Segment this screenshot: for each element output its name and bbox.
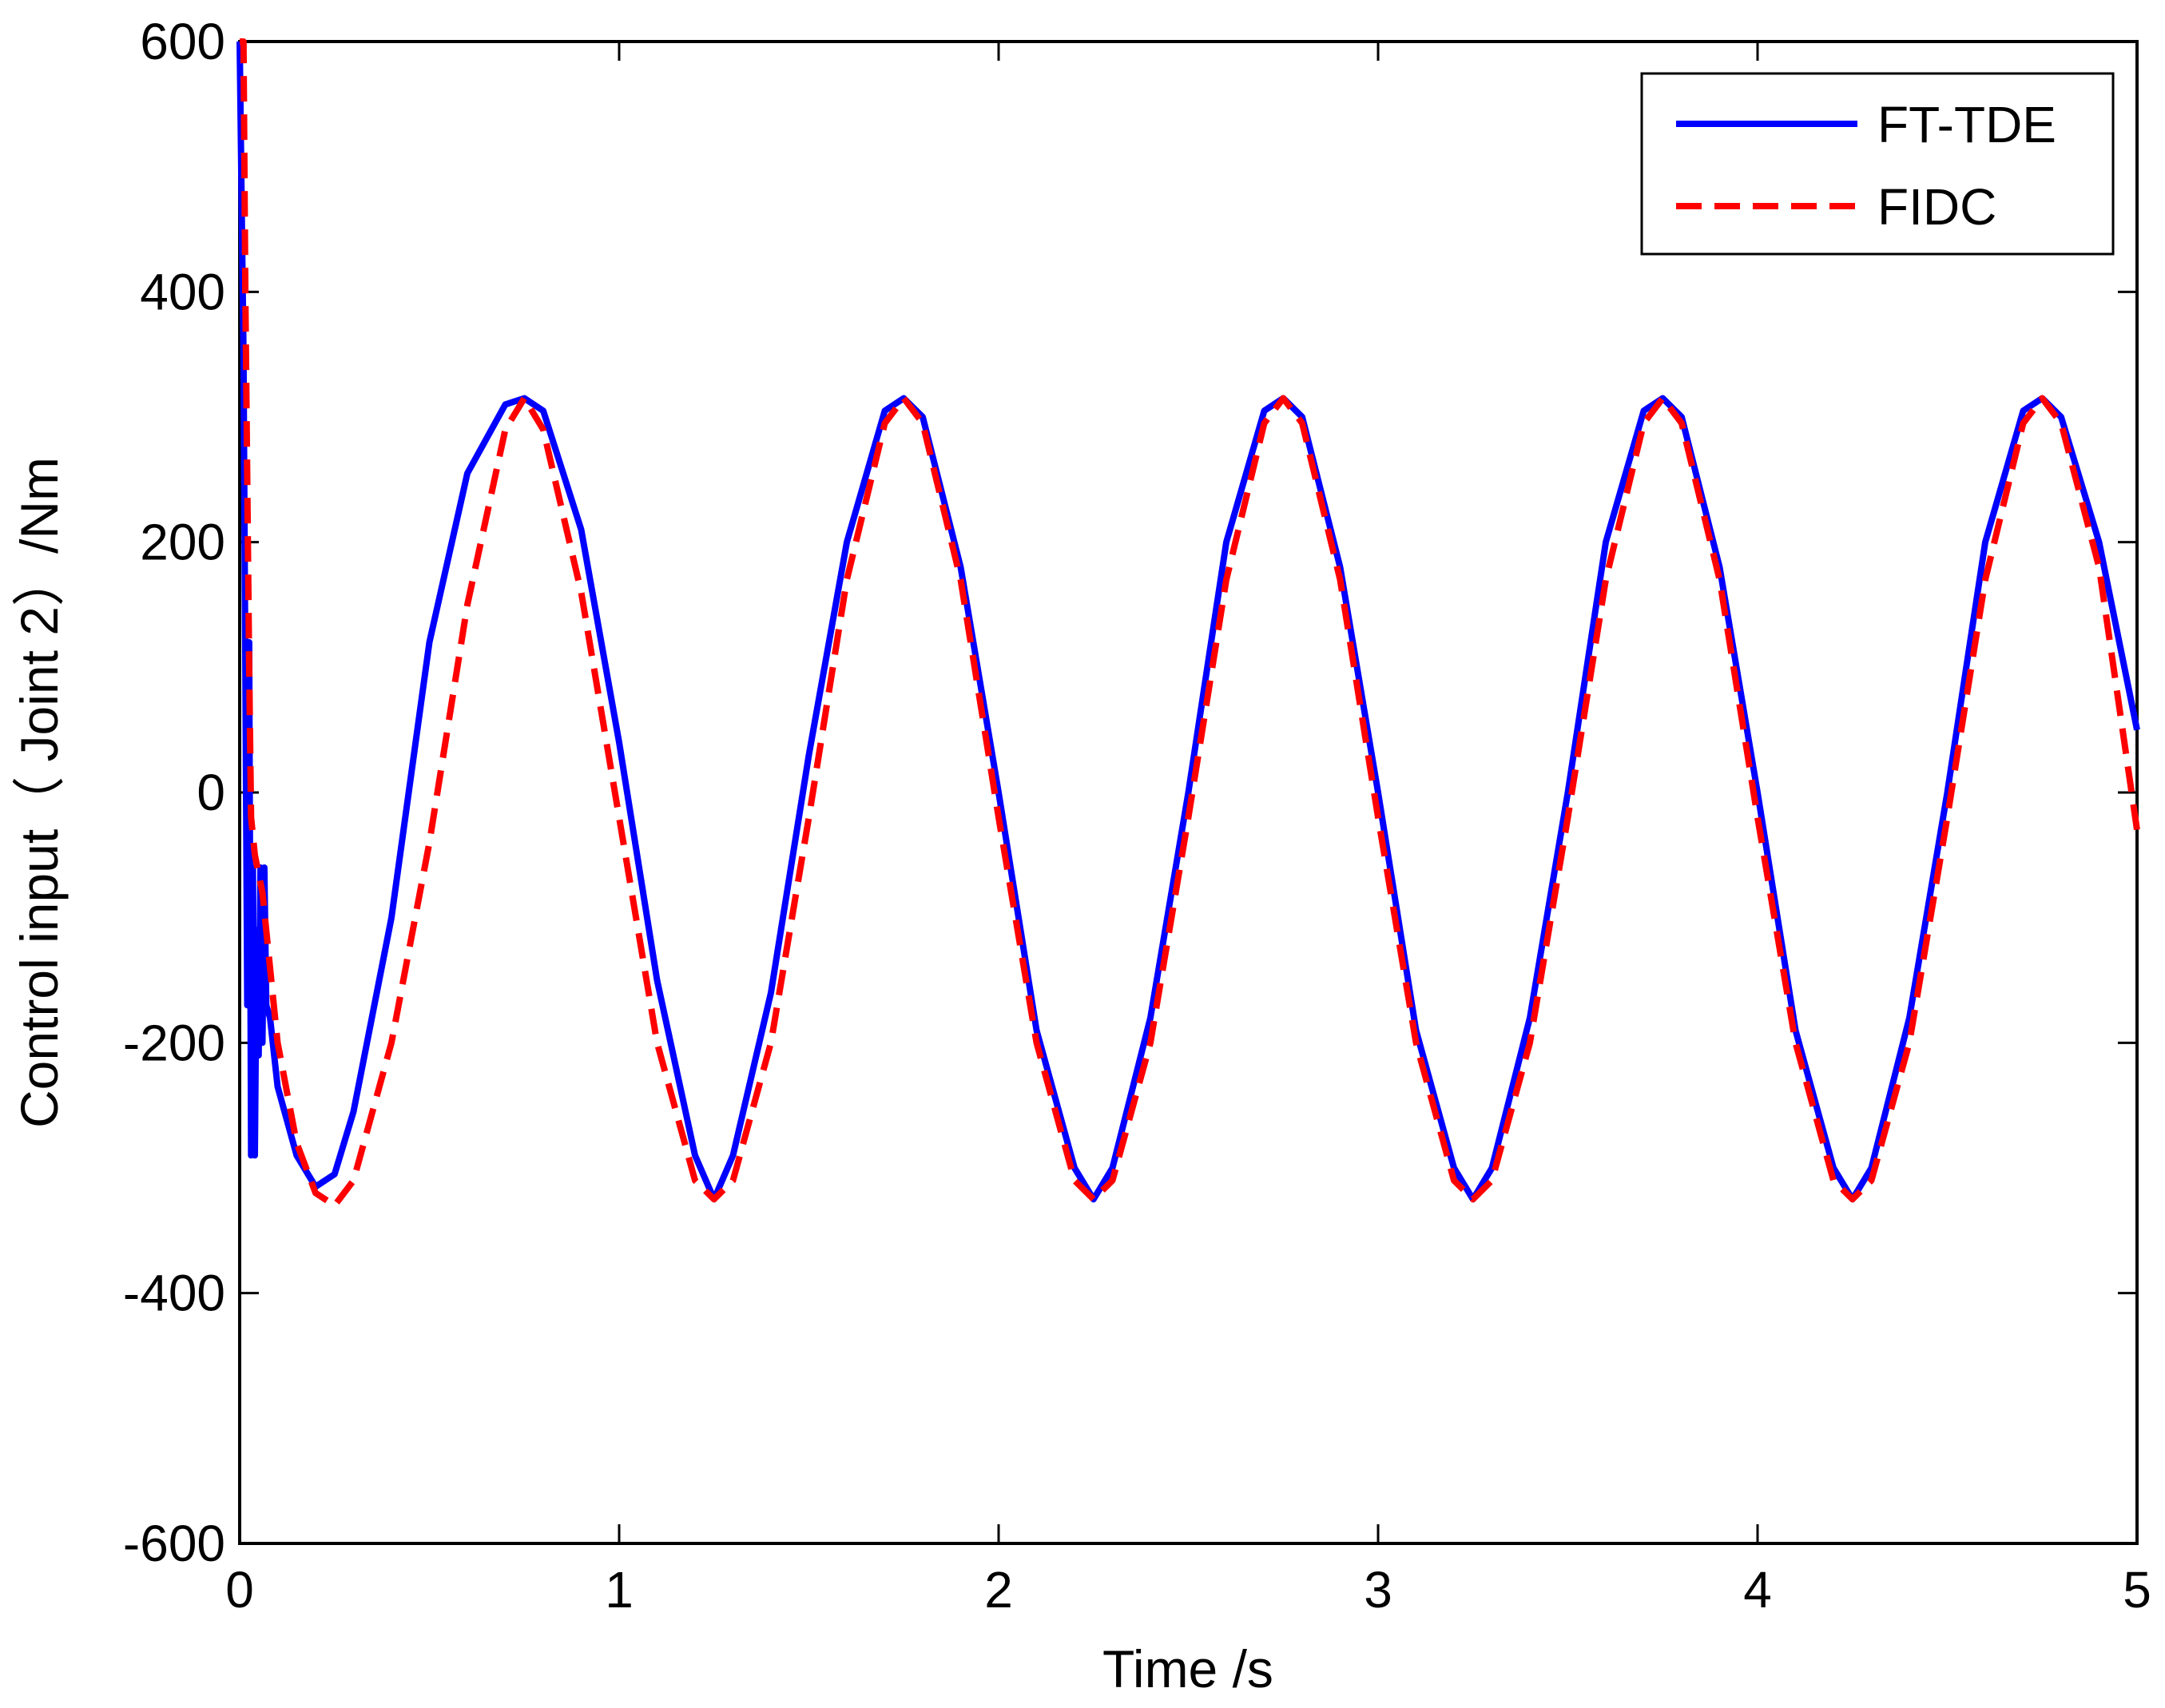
axis-tick-labels: 0 1 2 3 4 5 -600 -400 -200 0 200 400 600 xyxy=(123,13,2151,1619)
legend: FT-TDE FIDC xyxy=(1640,72,2115,256)
x-tick-label-1: 1 xyxy=(605,1561,634,1619)
series-layer xyxy=(236,38,2140,1209)
x-tick-label-4: 4 xyxy=(1743,1561,1772,1619)
y-axis-label: Control input（ Joint 2）/Nm xyxy=(10,457,69,1128)
x-tick-label-2: 2 xyxy=(984,1561,1013,1619)
x-tick-label-5: 5 xyxy=(2123,1561,2151,1619)
x-tick-label-0: 0 xyxy=(225,1561,254,1619)
legend-box xyxy=(1640,72,2115,256)
x-tick-label-3: 3 xyxy=(1364,1561,1392,1619)
x-axis-label: Time /s xyxy=(1102,1639,1273,1698)
y-tick-label-2: -200 xyxy=(123,1014,225,1071)
y-tick-label-5: 400 xyxy=(140,263,225,320)
y-tick-label-4: 200 xyxy=(140,514,225,571)
series-line-fidc xyxy=(240,38,2140,1209)
y-tick-label-1: -400 xyxy=(123,1265,225,1322)
y-tick-label-3: 0 xyxy=(197,764,225,821)
y-tick-label-6: 600 xyxy=(140,13,225,70)
legend-label-fidc: FIDC xyxy=(1877,178,1996,236)
legend-label-ft-tde: FT-TDE xyxy=(1877,96,2056,153)
y-tick-label-0: -600 xyxy=(123,1515,225,1572)
